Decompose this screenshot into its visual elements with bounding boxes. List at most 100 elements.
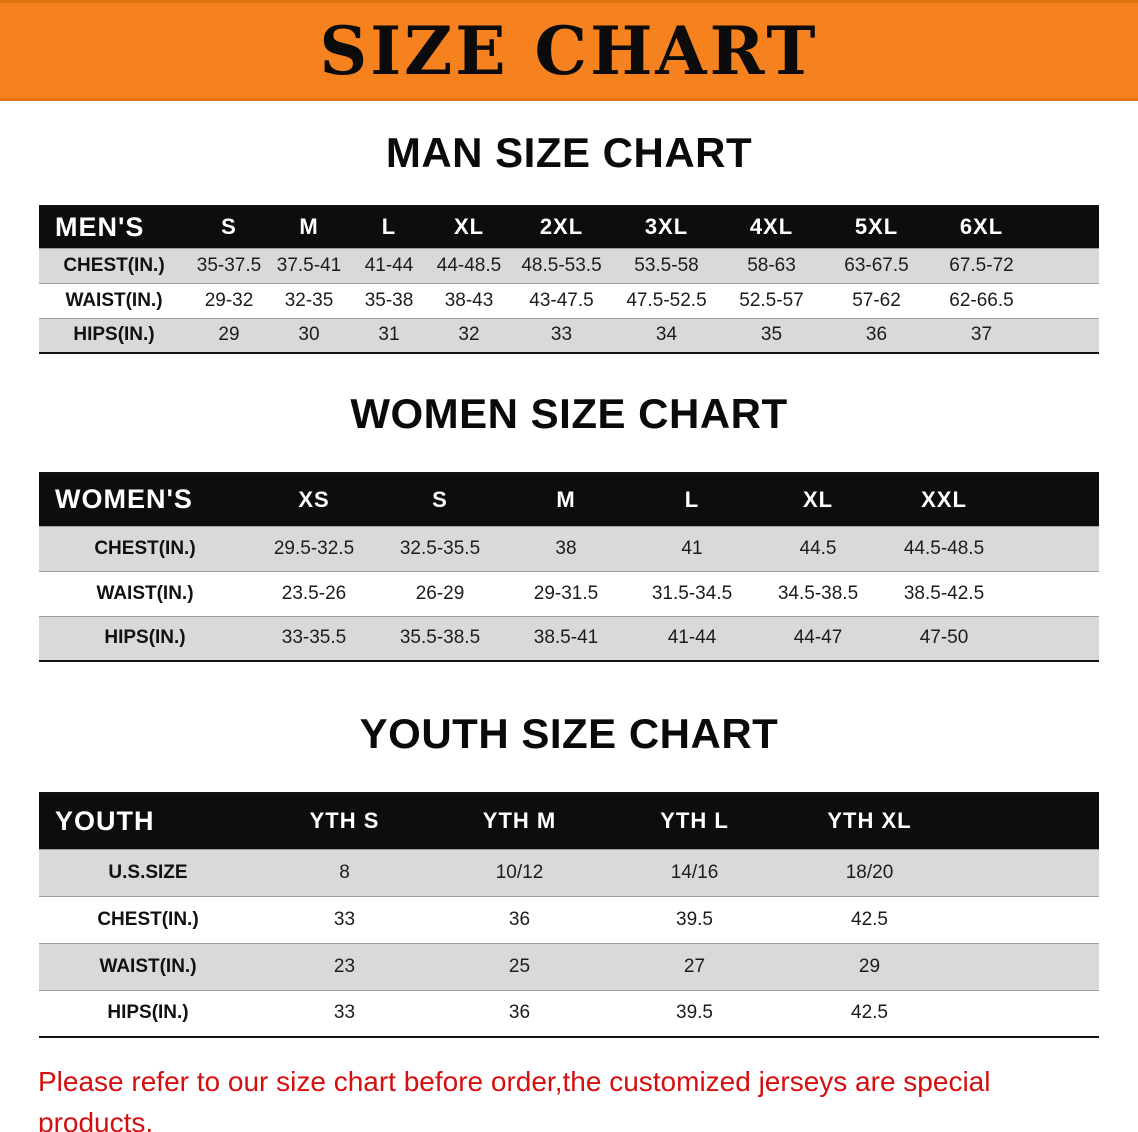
spacer [957,793,1099,849]
spacer [1034,283,1099,318]
column-header: YTH L [607,793,782,849]
column-header: XS [251,473,377,526]
table-row: WAIST(IN.) 23 25 27 29 [39,943,1099,990]
column-header: L [349,206,429,248]
row-label: HIPS(IN.) [104,627,186,649]
table-cell: 52.5-57 [739,289,804,311]
table-cell: 35.5-38.5 [399,627,481,649]
spacer [1034,248,1099,283]
table-cell: 63-67.5 [844,254,909,276]
table-cell: 31.5-34.5 [651,582,733,604]
table-cell: 47.5-52.5 [626,289,707,311]
table-cell: 41-44 [667,627,717,649]
row-label: HIPS(IN.) [107,1002,189,1024]
table-cell: 57-62 [852,289,901,311]
youth-size-section: YOUTH SIZE CHART YOUTH YTH S YTH M YTH L… [0,710,1138,1038]
table-cell: 38.5-41 [533,627,599,649]
table-cell: 33 [550,324,573,346]
table-row: CHEST(IN.) 33 36 39.5 42.5 [39,896,1099,943]
table-row: WAIST(IN.) 23.5-26 26-29 29-31.5 31.5-34… [39,571,1099,616]
table-cell: 14/16 [670,861,719,883]
table-cell: 29-32 [204,289,254,311]
table-cell: 27 [683,955,706,977]
table-cell: 36 [508,908,531,930]
men-corner-label: MEN'S [39,206,189,248]
spacer [1007,473,1099,526]
column-header: 6XL [929,206,1034,248]
table-row: WAIST(IN.) 29-32 32-35 35-38 38-43 43-47… [39,283,1099,318]
table-cell: 42.5 [851,1002,888,1024]
table-cell: 44-47 [793,627,843,649]
women-section-heading: WOMEN SIZE CHART [350,390,788,437]
table-cell: 33 [333,908,356,930]
table-cell: 38 [555,537,577,559]
table-cell: 47-50 [919,627,969,649]
row-label: CHEST(IN.) [97,908,199,930]
table-cell: 48.5-53.5 [521,254,602,276]
table-cell: 35 [760,324,783,346]
table-cell: 39.5 [676,908,713,930]
men-size-section: MAN SIZE CHART MEN'S S M L XL 2XL 3XL 4X… [0,129,1138,354]
table-cell: 58-63 [747,254,796,276]
table-cell: 29.5-32.5 [273,537,355,559]
spacer [957,943,1099,990]
table-cell: 43-47.5 [529,289,594,311]
column-header: XL [429,206,509,248]
table-cell: 29-31.5 [533,582,599,604]
row-label: CHEST(IN.) [94,537,196,559]
table-cell: 53.5-58 [634,254,699,276]
banner: SIZE CHART [0,0,1138,101]
spacer [957,896,1099,943]
disclaimer-line-1: Please refer to our size chart before or… [38,1066,991,1132]
youth-corner-label: YOUTH [39,793,257,849]
table-row: HIPS(IN.) 33-35.5 35.5-38.5 38.5-41 41-4… [39,616,1099,661]
men-section-heading: MAN SIZE CHART [385,129,753,176]
table-cell: 44.5 [799,537,837,559]
table-cell: 29 [218,324,240,346]
spacer [957,849,1099,896]
table-cell: 44.5-48.5 [903,537,985,559]
row-label: WAIST(IN.) [96,582,194,604]
table-cell: 41-44 [364,254,414,276]
column-header: YTH S [257,793,432,849]
column-header: S [377,473,503,526]
table-cell: 42.5 [851,908,888,930]
table-cell: 33-35.5 [281,627,347,649]
table-cell: 38-43 [444,289,494,311]
table-row: CHEST(IN.) 35-37.5 37.5-41 41-44 44-48.5… [39,248,1099,283]
table-cell: 34.5-38.5 [777,582,859,604]
table-cell: 25 [508,955,531,977]
table-cell: 36 [508,1002,531,1024]
table-cell: 34 [655,324,678,346]
column-header: M [269,206,349,248]
table-cell: 38.5-42.5 [903,582,985,604]
row-label: CHEST(IN.) [63,254,165,276]
table-cell: 35-37.5 [196,254,262,276]
men-header-row: MEN'S S M L XL 2XL 3XL 4XL 5XL 6XL [39,206,1099,248]
spacer [1007,616,1099,661]
table-cell: 35-38 [364,289,414,311]
women-header-row: WOMEN'S XS S M L XL XXL [39,473,1099,526]
spacer [1007,571,1099,616]
youth-section-heading: YOUTH SIZE CHART [359,710,779,757]
column-header: 5XL [824,206,929,248]
column-header: XL [755,473,881,526]
table-cell: 10/12 [495,861,544,883]
column-header: S [189,206,269,248]
table-row: U.S.SIZE 8 10/12 14/16 18/20 [39,849,1099,896]
youth-size-table: YOUTH YTH S YTH M YTH L YTH XL U.S.SIZE … [39,792,1099,1038]
spacer [1034,318,1099,353]
column-header: 2XL [509,206,614,248]
table-cell: 30 [298,324,320,346]
row-label: HIPS(IN.) [73,324,155,346]
table-row: HIPS(IN.) 33 36 39.5 42.5 [39,990,1099,1037]
column-header: XXL [881,473,1007,526]
column-header: 3XL [614,206,719,248]
table-cell: 31 [378,324,400,346]
men-size-table: MEN'S S M L XL 2XL 3XL 4XL 5XL 6XL CHEST… [39,205,1099,354]
youth-header-row: YOUTH YTH S YTH M YTH L YTH XL [39,793,1099,849]
column-header: YTH XL [782,793,957,849]
women-size-section: WOMEN SIZE CHART WOMEN'S XS S M L XL XXL [0,390,1138,662]
table-cell: 23.5-26 [281,582,347,604]
